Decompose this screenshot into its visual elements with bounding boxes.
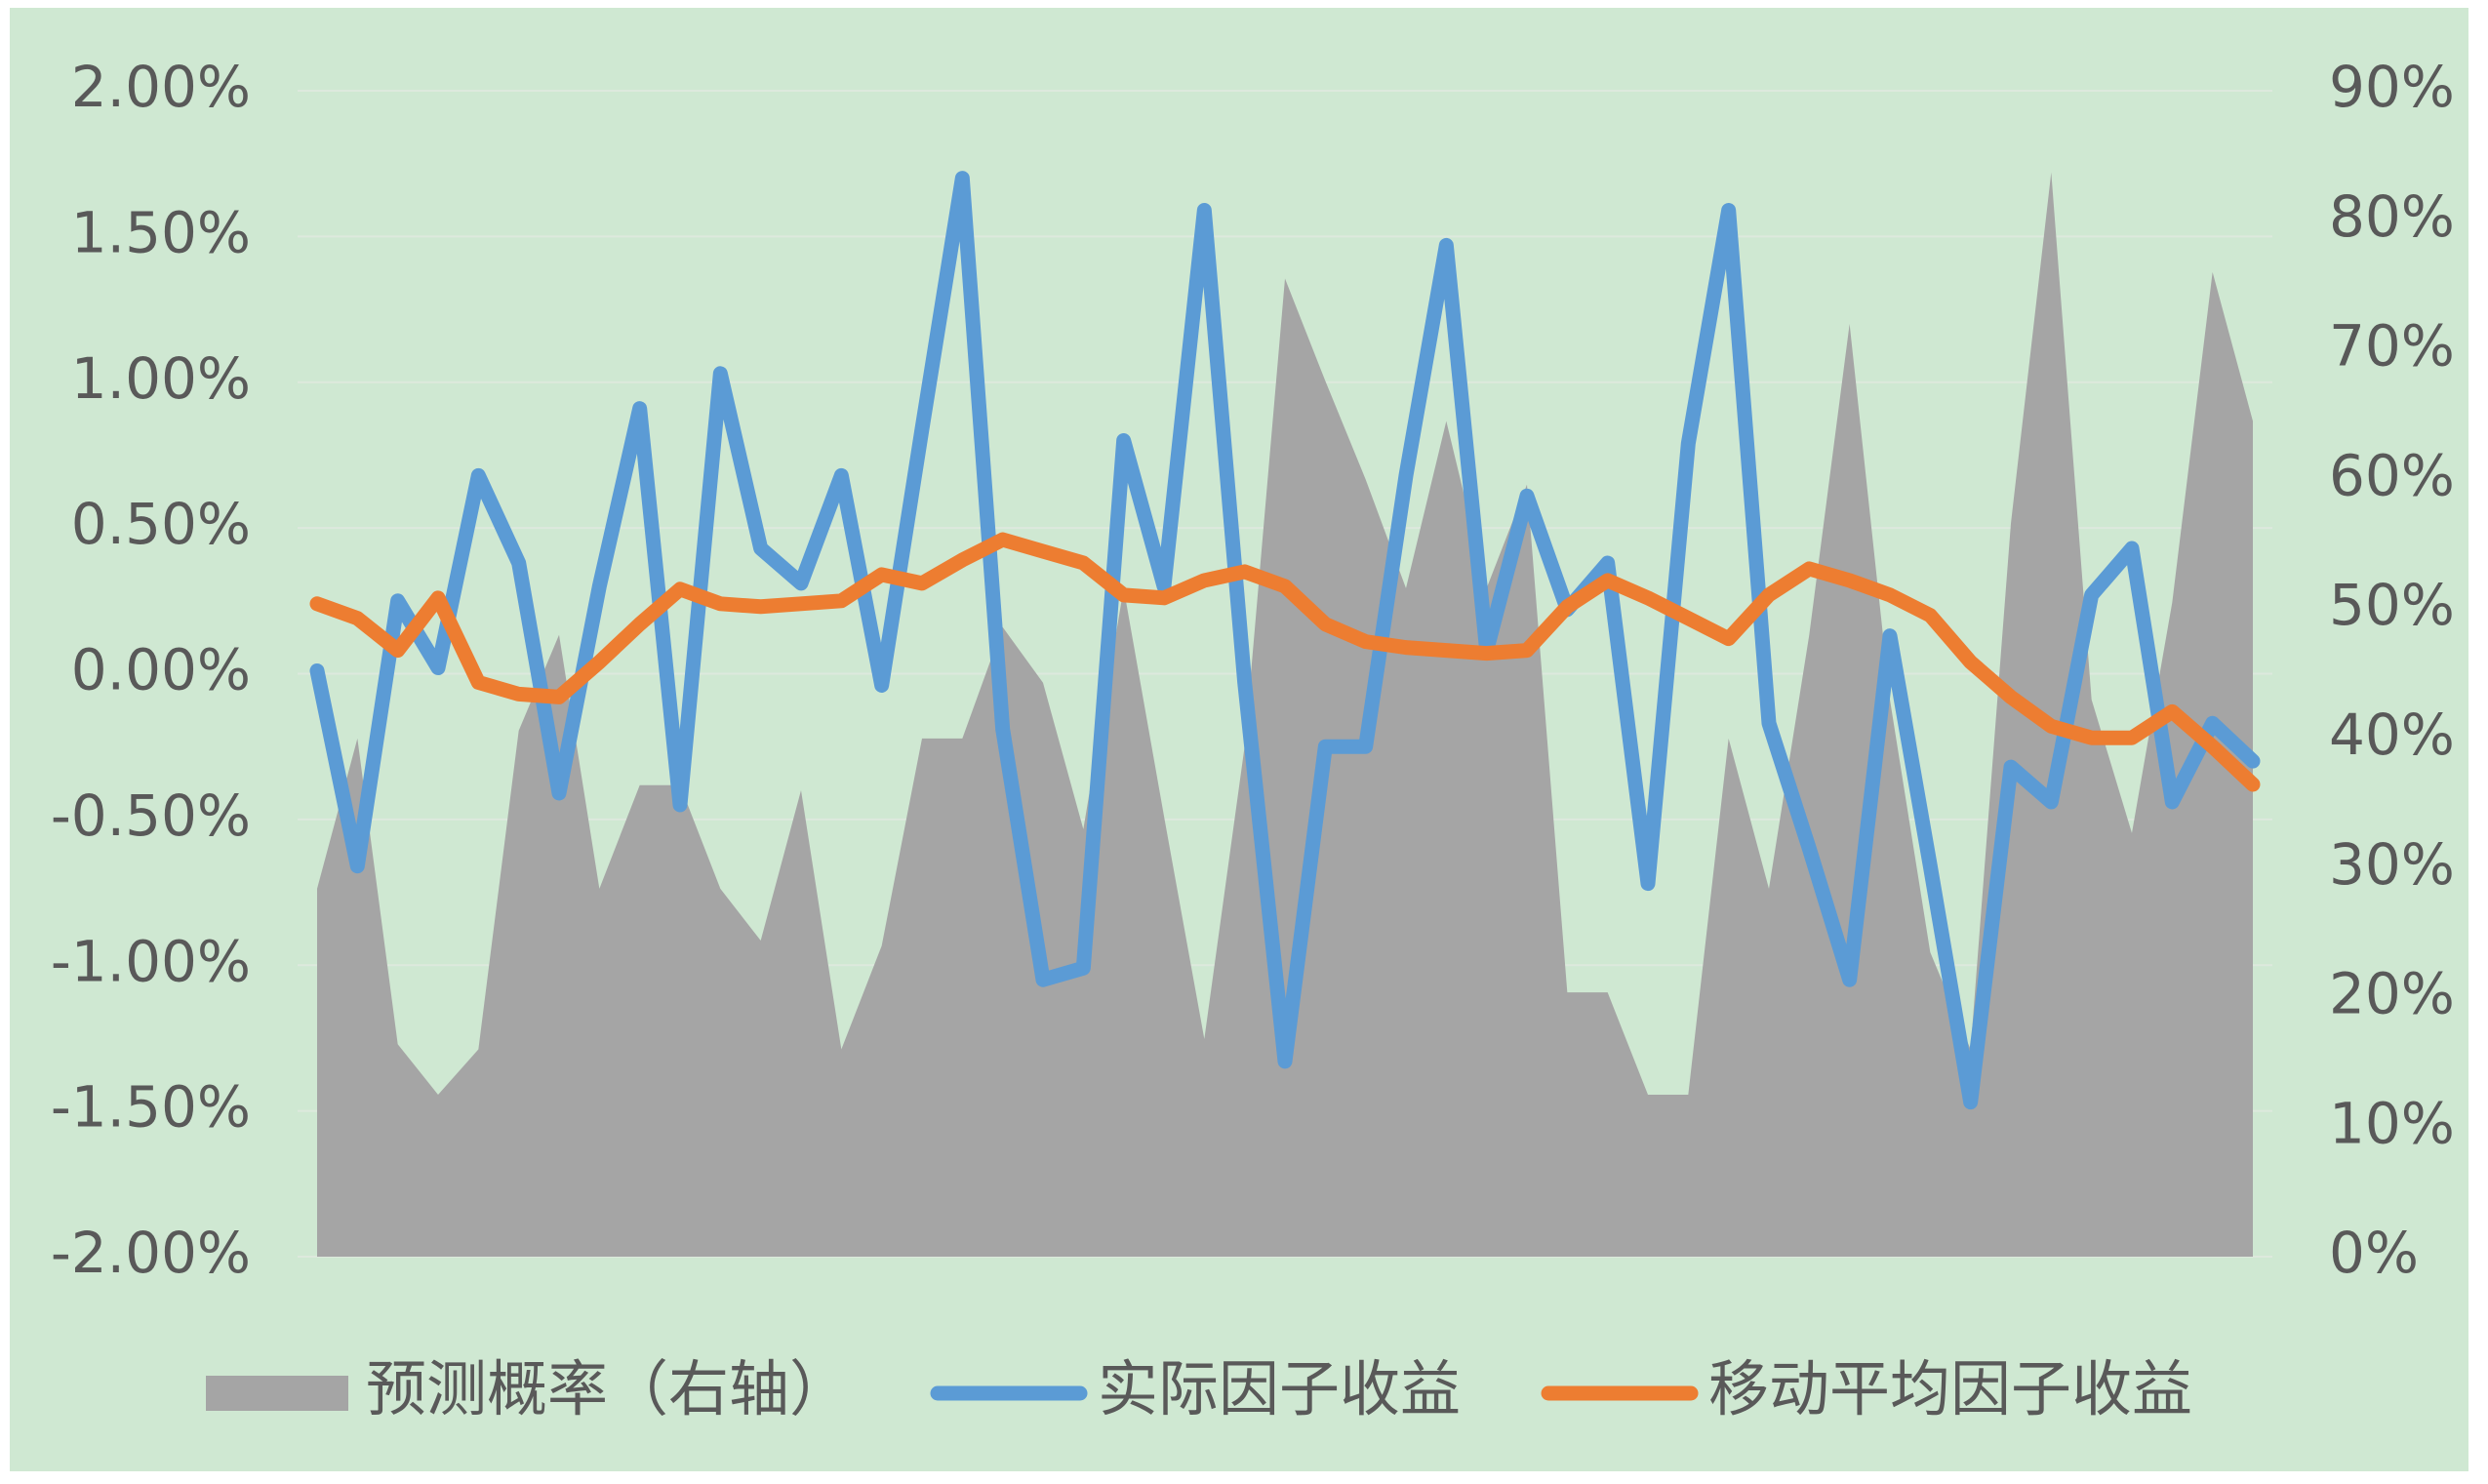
y-tick-label: 0.50% bbox=[71, 491, 251, 557]
y2-tick-label: 30% bbox=[2329, 831, 2455, 898]
y2-tick-label: 70% bbox=[2329, 313, 2455, 380]
y2-tick-label: 20% bbox=[2329, 961, 2455, 1027]
y2-tick-label: 60% bbox=[2329, 442, 2455, 508]
y-tick-label: 0.00% bbox=[71, 637, 251, 703]
y2-tick-label: 40% bbox=[2329, 702, 2455, 768]
area bbox=[317, 172, 2253, 1257]
legend-swatch bbox=[206, 1376, 348, 1411]
y-tick-label: -0.50% bbox=[51, 782, 251, 849]
legend-label: 移动平均因子收益 bbox=[1708, 1353, 2192, 1424]
y2-tick-label: 50% bbox=[2329, 572, 2455, 638]
y-tick-label: -2.00% bbox=[51, 1220, 251, 1286]
y2-tick-label: 10% bbox=[2329, 1090, 2455, 1156]
line bbox=[309, 171, 2261, 1110]
legend-label: 实际因子收益 bbox=[1098, 1353, 1461, 1424]
y-tick-label: 1.00% bbox=[71, 345, 251, 412]
y-tick-label: -1.50% bbox=[51, 1074, 251, 1141]
legend-label: 预测概率（右轴） bbox=[366, 1353, 850, 1424]
line bbox=[309, 532, 2261, 792]
y-tick-label: 2.00% bbox=[71, 54, 251, 120]
y-tick-label: -1.00% bbox=[51, 928, 251, 994]
y2-tick-label: 90% bbox=[2329, 54, 2455, 120]
y2-tick-label: 0% bbox=[2329, 1220, 2419, 1286]
y-tick-label: 1.50% bbox=[71, 199, 251, 265]
y2-tick-label: 80% bbox=[2329, 183, 2455, 250]
